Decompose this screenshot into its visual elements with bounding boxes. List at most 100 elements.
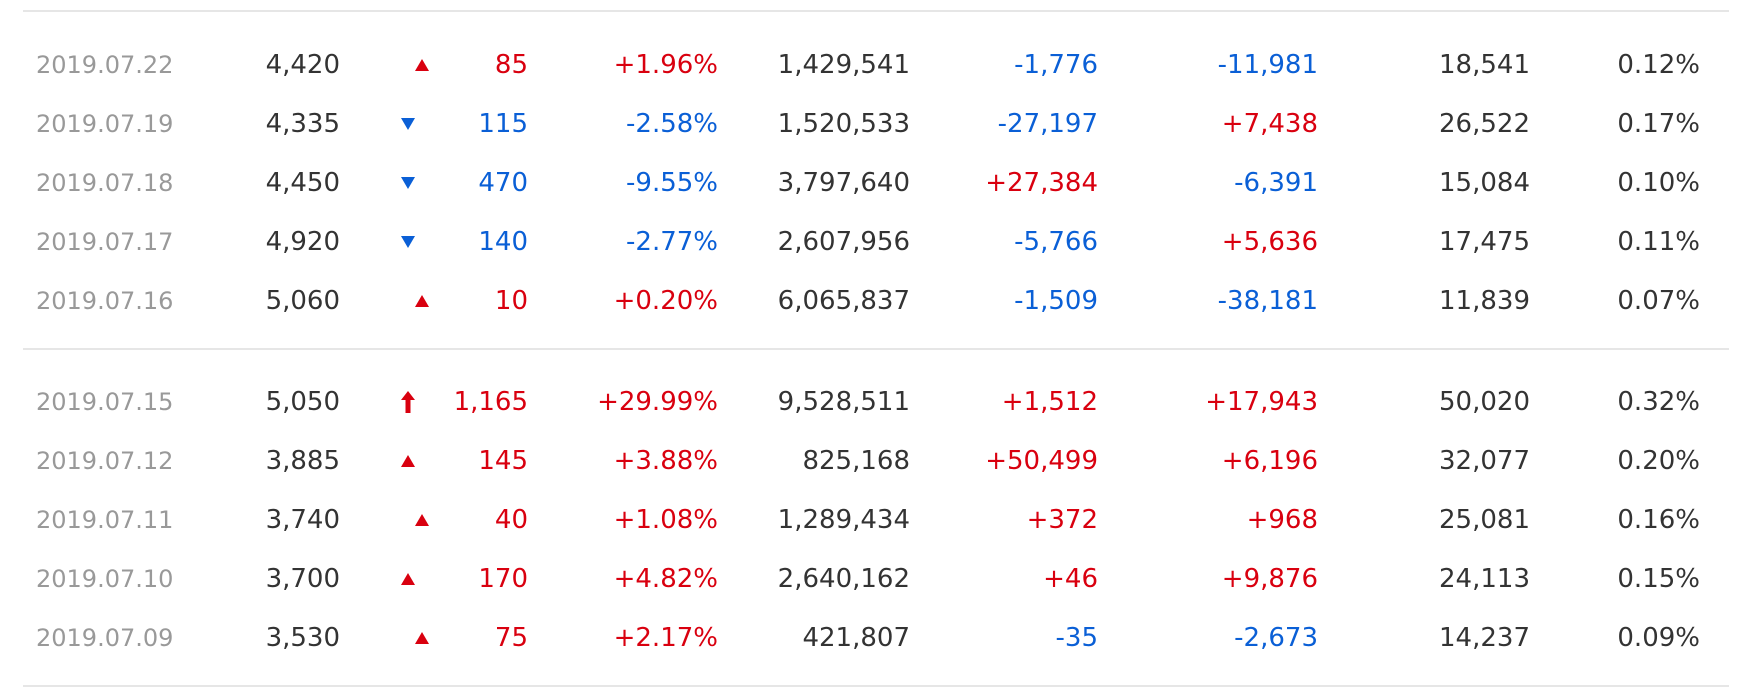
foreign-net-cell: +6,196: [1221, 446, 1318, 476]
table-row: 2019.07.12 3,885 145 +3.88% 825,168 +50,499 +6…: [0, 431, 1738, 490]
foreign-net-cell: -2,673: [1234, 623, 1318, 653]
change-cell: 85: [494, 50, 528, 80]
foreign-ratio-cell: 0.10%: [1617, 168, 1700, 198]
triangle-up-icon: [412, 285, 432, 317]
foreign-ratio-cell: 0.32%: [1617, 387, 1700, 417]
table-row: 2019.07.11 3,740 40 +1.08% 1,289,434 +372 +968…: [0, 490, 1738, 549]
volume-cell: 2,640,162: [777, 564, 910, 594]
change-percent-cell: -2.58%: [626, 109, 718, 139]
foreign-ratio-cell: 0.15%: [1617, 564, 1700, 594]
foreign-ratio-cell: 0.20%: [1617, 446, 1700, 476]
change-cell: 170: [478, 564, 528, 594]
institution-net-cell: -35: [1055, 623, 1098, 653]
change-percent-cell: +1.08%: [613, 505, 718, 535]
institution-net-cell: +27,384: [985, 168, 1098, 198]
row-group-2: 2019.07.15 5,050 1,165 +29.99% 9,528,511 +1,5…: [0, 372, 1738, 667]
foreign-net-cell: +9,876: [1221, 564, 1318, 594]
change-cell: 140: [478, 227, 528, 257]
table-row: 2019.07.09 3,530 75 +2.17% 421,807 -35 -2,673 1…: [0, 608, 1738, 667]
close-price-cell: 3,530: [265, 623, 340, 653]
volume-cell: 1,429,541: [777, 50, 910, 80]
change-percent-cell: -9.55%: [626, 168, 718, 198]
foreign-net-cell: +5,636: [1221, 227, 1318, 257]
foreign-holdings-cell: 50,020: [1439, 387, 1530, 417]
table-row: 2019.07.19 4,335 115 -2.58% 1,520,533 -27,197…: [0, 94, 1738, 153]
date-cell: 2019.07.15: [36, 388, 174, 416]
volume-cell: 825,168: [802, 446, 910, 476]
foreign-holdings-cell: 15,084: [1439, 168, 1530, 198]
change-percent-cell: -2.77%: [626, 227, 718, 257]
table-row: 2019.07.15 5,050 1,165 +29.99% 9,528,511 +1,5…: [0, 372, 1738, 431]
triangle-up-icon: [412, 504, 432, 536]
triangle-up-icon: [412, 49, 432, 81]
institution-net-cell: -5,766: [1014, 227, 1098, 257]
foreign-net-cell: -38,181: [1217, 286, 1318, 316]
date-cell: 2019.07.18: [36, 169, 174, 197]
date-cell: 2019.07.16: [36, 287, 174, 315]
divider-bottom: [23, 685, 1729, 687]
change-cell: 470: [478, 168, 528, 198]
triangle-up-icon: [398, 445, 418, 477]
triangle-up-icon: [398, 563, 418, 595]
close-price-cell: 4,920: [265, 227, 340, 257]
volume-cell: 1,289,434: [777, 505, 910, 535]
volume-cell: 9,528,511: [777, 387, 910, 417]
foreign-holdings-cell: 24,113: [1439, 564, 1530, 594]
institution-net-cell: +1,512: [1001, 387, 1098, 417]
volume-cell: 2,607,956: [777, 227, 910, 257]
change-cell: 75: [494, 623, 528, 653]
institution-net-cell: -1,776: [1014, 50, 1098, 80]
date-cell: 2019.07.17: [36, 228, 174, 256]
change-percent-cell: +1.96%: [613, 50, 718, 80]
volume-cell: 1,520,533: [777, 109, 910, 139]
table-row: 2019.07.22 4,420 85 +1.96% 1,429,541 -1,776 -1…: [0, 35, 1738, 94]
divider-middle: [23, 348, 1729, 350]
foreign-holdings-cell: 18,541: [1439, 50, 1530, 80]
foreign-net-cell: +7,438: [1221, 109, 1318, 139]
volume-cell: 3,797,640: [777, 168, 910, 198]
institution-net-cell: +46: [1043, 564, 1098, 594]
change-cell: 145: [478, 446, 528, 476]
close-price-cell: 3,740: [265, 505, 340, 535]
divider-top: [23, 10, 1729, 12]
row-group-1: 2019.07.22 4,420 85 +1.96% 1,429,541 -1,776 -1…: [0, 35, 1738, 330]
change-percent-cell: +0.20%: [613, 286, 718, 316]
change-cell: 115: [478, 109, 528, 139]
date-cell: 2019.07.12: [36, 447, 174, 475]
triangle-up-icon: [412, 622, 432, 654]
foreign-holdings-cell: 17,475: [1439, 227, 1530, 257]
foreign-net-cell: +17,943: [1205, 387, 1318, 417]
foreign-net-cell: -6,391: [1234, 168, 1318, 198]
date-cell: 2019.07.11: [36, 506, 174, 534]
date-cell: 2019.07.19: [36, 110, 174, 138]
foreign-ratio-cell: 0.11%: [1617, 227, 1700, 257]
foreign-ratio-cell: 0.16%: [1617, 505, 1700, 535]
foreign-ratio-cell: 0.17%: [1617, 109, 1700, 139]
change-percent-cell: +2.17%: [613, 623, 718, 653]
date-cell: 2019.07.22: [36, 51, 174, 79]
institution-net-cell: +372: [1026, 505, 1098, 535]
date-cell: 2019.07.09: [36, 624, 174, 652]
close-price-cell: 3,885: [265, 446, 340, 476]
foreign-holdings-cell: 25,081: [1439, 505, 1530, 535]
foreign-ratio-cell: 0.09%: [1617, 623, 1700, 653]
foreign-holdings-cell: 32,077: [1439, 446, 1530, 476]
date-cell: 2019.07.10: [36, 565, 174, 593]
change-cell: 10: [494, 286, 528, 316]
close-price-cell: 4,450: [265, 168, 340, 198]
table-row: 2019.07.10 3,700 170 +4.82% 2,640,162 +46 +9,8…: [0, 549, 1738, 608]
institution-net-cell: -27,197: [997, 109, 1098, 139]
table-row: 2019.07.16 5,060 10 +0.20% 6,065,837 -1,509 -3…: [0, 271, 1738, 330]
close-price-cell: 5,060: [265, 286, 340, 316]
institution-net-cell: -1,509: [1014, 286, 1098, 316]
close-price-cell: 4,420: [265, 50, 340, 80]
foreign-ratio-cell: 0.12%: [1617, 50, 1700, 80]
upper-limit-arrow-icon: [398, 386, 418, 418]
institution-net-cell: +50,499: [985, 446, 1098, 476]
close-price-cell: 3,700: [265, 564, 340, 594]
table-row: 2019.07.18 4,450 470 -9.55% 3,797,640 +27,384…: [0, 153, 1738, 212]
close-price-cell: 5,050: [265, 387, 340, 417]
triangle-down-icon: [398, 226, 418, 258]
triangle-down-icon: [398, 167, 418, 199]
